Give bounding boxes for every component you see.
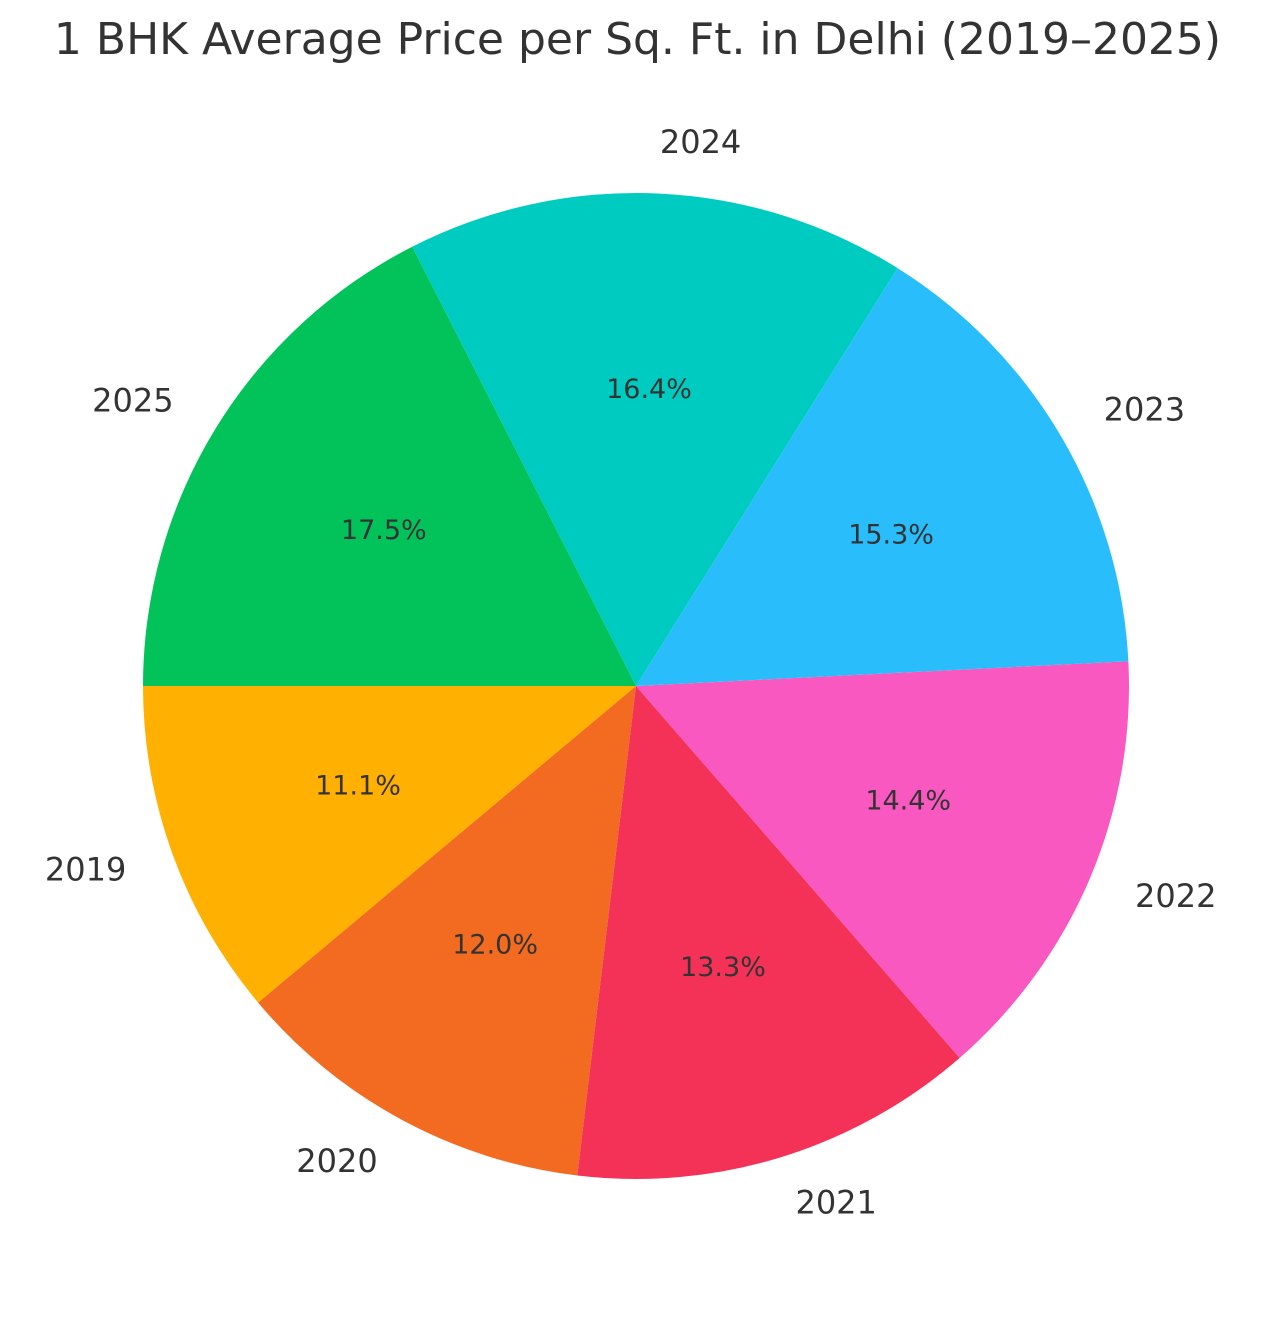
slice-label-2019: 2019 [45, 850, 126, 888]
pie-slice-2019 [143, 686, 636, 1003]
pie-slice-2022 [636, 661, 1129, 1058]
slice-label-2020: 2020 [296, 1142, 377, 1180]
pie-slice-2020 [258, 686, 636, 1176]
slice-percent-2023: 15.3% [848, 520, 934, 551]
slice-percent-2024: 16.4% [606, 374, 692, 405]
pie-slice-2023 [636, 268, 1129, 686]
chart-title: 1 BHK Average Price per Sq. Ft. in Delhi… [53, 14, 1222, 65]
pie-slice-2021 [577, 686, 960, 1179]
slice-label-2022: 2022 [1135, 877, 1216, 915]
slice-label-2025: 2025 [92, 382, 173, 420]
pie-slice-2025 [143, 246, 636, 687]
pie-slices [143, 193, 1129, 1179]
slice-percent-2021: 13.3% [680, 952, 766, 983]
slice-percent-2019: 11.1% [315, 771, 401, 802]
slice-label-2023: 2023 [1104, 390, 1185, 428]
pie-labels: 2019 11.1% 2020 12.0% 2021 13.3% 2022 14.4% 2023… [45, 123, 1217, 1221]
slice-label-2021: 2021 [795, 1183, 876, 1221]
pie-slice-2024 [412, 193, 898, 686]
slice-percent-2022: 14.4% [865, 785, 951, 816]
slice-percent-2020: 12.0% [452, 930, 538, 961]
slice-percent-2025: 17.5% [341, 515, 427, 546]
slice-label-2024: 2024 [660, 123, 741, 161]
